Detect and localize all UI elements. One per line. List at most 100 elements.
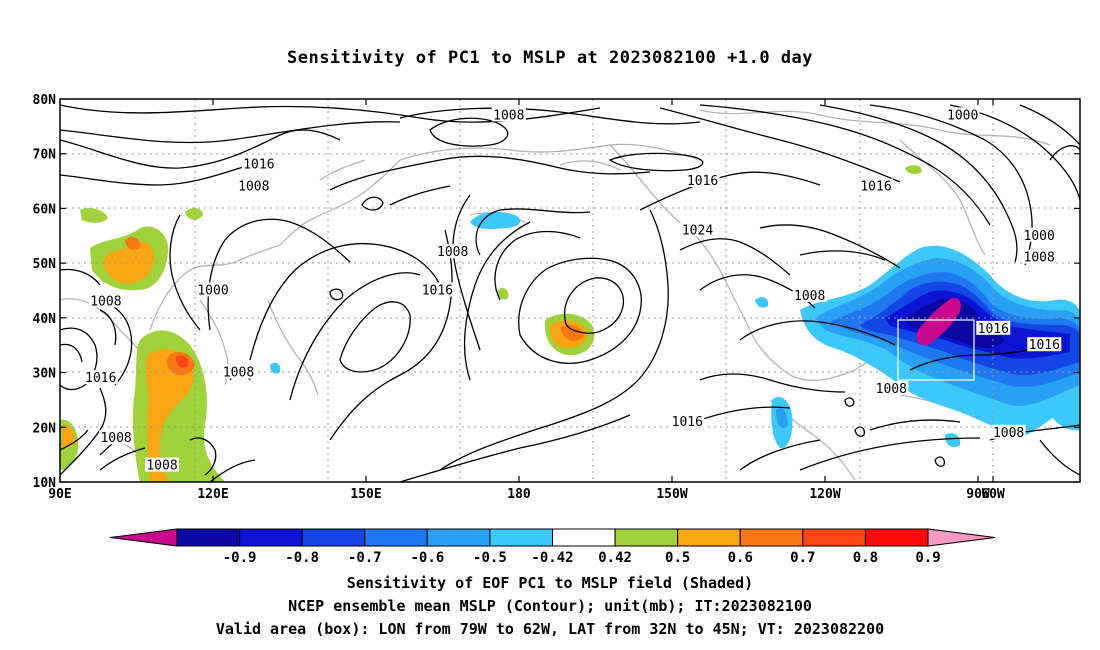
contour-label: 1008: [876, 382, 907, 397]
contour-label-bg: [83, 370, 118, 385]
colorbar-label: -0.7: [348, 550, 382, 566]
contour-label-bg: [435, 244, 470, 259]
footer-line-2: NCEP ensemble mean MSLP (Contour); unit(…: [288, 597, 812, 615]
colorbar-label: 0.7: [790, 550, 815, 566]
y-tick-label: 60N: [33, 202, 57, 217]
contour-label: 1008: [238, 180, 269, 195]
contour-label-bg: [236, 178, 271, 193]
contour-label: 1016: [243, 158, 274, 173]
colorbar-label: -0.42: [531, 550, 573, 566]
contour-label: 1016: [422, 284, 453, 299]
contour-label-bg: [491, 107, 526, 122]
axis-ticks: [59, 98, 1080, 483]
contour-label-bg: [99, 430, 134, 445]
colorbar-box: [677, 528, 741, 547]
colorbar-box: [301, 528, 366, 547]
contour-label: 1008: [993, 426, 1024, 441]
contour-label-bg: [874, 380, 909, 395]
x-tick-label: 150W: [656, 487, 687, 502]
contour-label-bg: [1022, 249, 1057, 264]
valid-area-box: [897, 319, 975, 381]
colorbar-label: 0.5: [665, 550, 690, 566]
colorbar-high-triangle: [927, 528, 996, 547]
colorbar-box: [176, 528, 241, 547]
contour-label: 1008: [146, 459, 177, 474]
y-tick-label: 30N: [33, 367, 57, 382]
contour-labels: 1008 1016 1008 1016 1016 1000 1024 1000 1008 1008…: [83, 107, 1062, 474]
y-tick-label: 80N: [33, 93, 57, 108]
contour-label-bg: [420, 282, 455, 297]
colorbar-box: [552, 528, 616, 547]
contour-label-bg: [88, 293, 123, 308]
contour-label: 1008: [90, 294, 121, 309]
y-tick-label: 50N: [33, 257, 57, 272]
colorbar-label: 0.9: [915, 550, 940, 566]
x-tick-label: 90E: [48, 487, 71, 502]
colorbar-box: [864, 528, 929, 547]
contour-label-bg: [221, 364, 256, 379]
grid-lines: [60, 99, 1080, 482]
footer-line-3: Valid area (box): LON from 79W to 62W, L…: [215, 620, 885, 638]
contour-label: 1008: [223, 366, 254, 381]
y-tick-label: 40N: [33, 312, 57, 327]
colorbar-box: [802, 528, 866, 547]
contour-label-bg: [145, 457, 179, 472]
colorbar-box: [739, 528, 804, 547]
contour-label-bg: [792, 287, 827, 302]
chart-title: Sensitivity of PC1 to MSLP at 2023082100…: [286, 48, 813, 68]
contour-label-bg: [859, 178, 893, 193]
colorbar-box: [239, 528, 303, 547]
colorbar-label: -0.5: [473, 550, 507, 566]
x-tick-label: 150E: [350, 487, 381, 502]
y-tick-label: 20N: [33, 421, 57, 436]
contour-label: 1024: [682, 223, 713, 238]
x-tick-label: 90W: [966, 487, 990, 502]
contour-label-bg: [241, 156, 276, 171]
contour-label-bg: [976, 320, 1011, 335]
colorbar-low-triangle: [109, 528, 178, 547]
contour-label-bg: [196, 282, 230, 297]
colorbar-label: -0.6: [410, 550, 444, 566]
mslp-contours: [60, 104, 1080, 482]
contour-label: 1008: [437, 245, 468, 260]
y-axis-labels: 10N 20N 30N 40N 50N 60N 70N 80N: [33, 93, 57, 491]
x-tick-label: 60W: [981, 487, 1005, 502]
colorbar-label: -0.8: [285, 550, 319, 566]
contour-label-bg: [680, 222, 715, 237]
contour-label: 1008: [100, 431, 131, 446]
x-tick-label: 180: [507, 487, 531, 502]
contour-label-bg: [670, 413, 705, 428]
y-tick-label: 10N: [33, 476, 57, 491]
x-tick-label: 120W: [809, 487, 840, 502]
colorbar: -0.9 -0.8 -0.7 -0.6 -0.5 -0.42 0.42 0.5 0.6 0.7 0.…: [109, 528, 996, 566]
contour-label-bg: [991, 424, 1026, 439]
colorbar-label: 0.8: [853, 550, 878, 566]
contour-label: 1000: [947, 108, 978, 123]
contour-label: 1016: [978, 322, 1009, 337]
contour-label: 1008: [493, 108, 524, 123]
contour-label-bg: [945, 107, 980, 122]
colorbar-box: [489, 528, 553, 547]
contour-label: 1016: [1029, 338, 1060, 353]
contour-label-bg: [685, 173, 720, 188]
contour-label: 1016: [687, 174, 718, 189]
colorbar-box: [364, 528, 428, 547]
colorbar-box: [614, 528, 679, 547]
colorbar-label: -0.9: [223, 550, 257, 566]
colorbar-box: [426, 528, 491, 547]
footer-line-1: Sensitivity of EOF PC1 to MSLP field (Sh…: [346, 574, 754, 592]
x-tick-label: 120E: [197, 487, 228, 502]
y-tick-label: 70N: [33, 148, 57, 163]
contour-label-bg: [1027, 337, 1062, 352]
colorbar-label: 0.42: [598, 550, 632, 566]
contour-label: 1000: [197, 284, 228, 299]
contour-label: 1016: [860, 180, 891, 195]
contour-label: 1008: [1024, 251, 1055, 266]
contour-label: 1016: [672, 415, 703, 430]
contour-label: 1016: [85, 371, 116, 386]
map-frame: [59, 98, 1081, 483]
colorbar-label: 0.6: [728, 550, 753, 566]
contour-label: 1008: [794, 289, 825, 304]
contour-label-bg: [1022, 227, 1057, 242]
